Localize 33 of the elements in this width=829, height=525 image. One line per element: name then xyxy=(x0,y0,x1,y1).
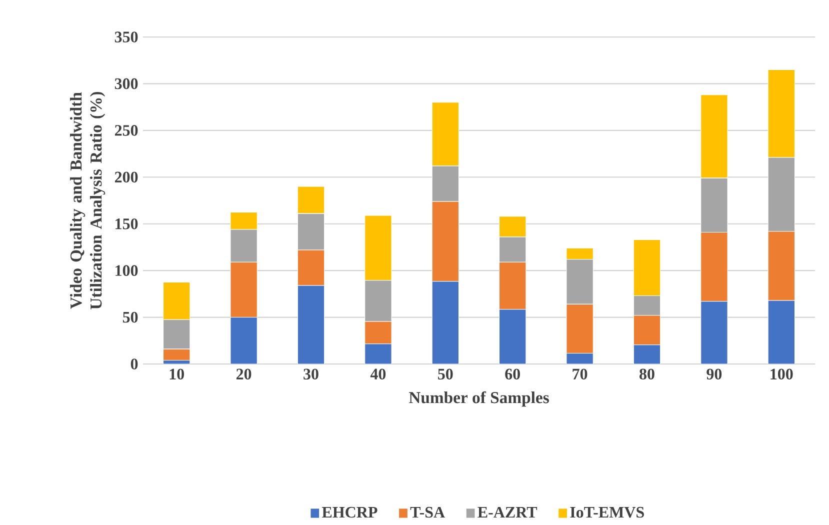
bar xyxy=(566,353,594,364)
x-tick-label: 90 xyxy=(706,368,722,380)
x-tick-label: 30 xyxy=(304,368,318,380)
y-tick-label: 0 xyxy=(130,358,138,370)
x-tick-label: 20 xyxy=(236,368,252,380)
bar xyxy=(297,285,325,364)
bar xyxy=(364,344,392,364)
y-tick-label: 50 xyxy=(122,312,138,323)
bar xyxy=(768,300,795,364)
x-tick-label: 80 xyxy=(640,368,654,380)
legend-label: E-AZRT xyxy=(478,507,538,518)
y-axis-title: Video Quality and Bandwidth Utilization Analysis Ratio (%) xyxy=(70,92,106,310)
legend-label: EHCRP xyxy=(322,506,378,518)
bar xyxy=(700,301,728,364)
x-tick-label: 40 xyxy=(370,368,386,380)
bar xyxy=(230,317,258,364)
legend-label: T-SA xyxy=(410,506,445,518)
y-tick-label: 200 xyxy=(114,172,138,183)
y-tick-label: 250 xyxy=(114,125,138,136)
y-tick-label: 150 xyxy=(116,218,138,230)
x-tick-label: 100 xyxy=(770,368,793,380)
y-tick-label: 300 xyxy=(114,78,138,90)
bar xyxy=(499,309,526,364)
y-tick-label: 350 xyxy=(114,32,138,42)
legend-label: IoT-EMVS xyxy=(570,506,644,518)
x-tick-label: 10 xyxy=(170,368,184,380)
y-tick-label: 100 xyxy=(116,265,138,276)
x-tick-label: 60 xyxy=(505,368,520,380)
x-axis-title: Number of Samples xyxy=(408,391,549,407)
bar xyxy=(633,344,661,364)
bar xyxy=(432,281,459,364)
x-tick-label: 50 xyxy=(438,368,453,380)
x-tick-label: 70 xyxy=(572,368,588,380)
